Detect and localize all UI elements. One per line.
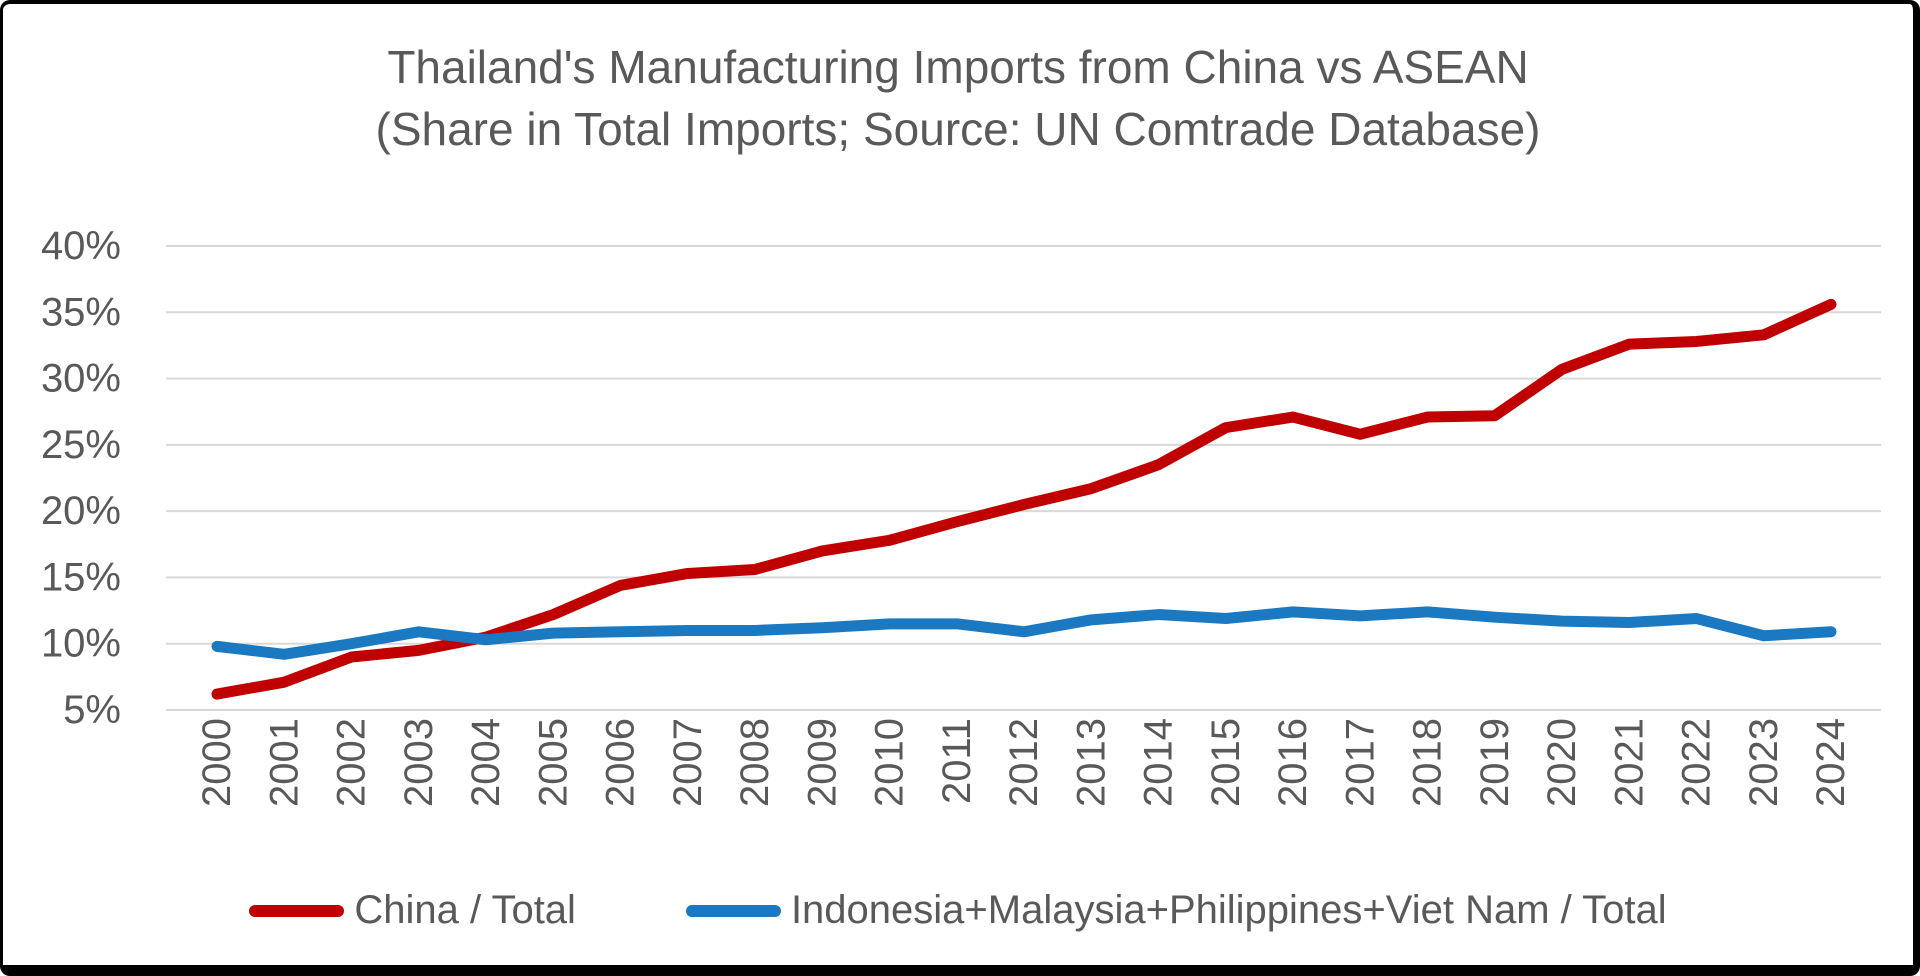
x-axis-tick-label: 2002 (330, 718, 374, 807)
y-axis-tick-label: 30% (41, 357, 121, 401)
x-axis-tick-label: 2020 (1540, 718, 1584, 807)
x-axis-tick-label: 2010 (868, 718, 912, 807)
y-axis-tick-label: 20% (41, 489, 121, 533)
legend: China / Total Indonesia+Malaysia+Philipp… (3, 888, 1913, 933)
x-axis-tick-label: 2024 (1809, 718, 1853, 807)
y-axis-tick-label: 35% (41, 290, 121, 334)
x-axis-tick-label: 2008 (733, 718, 777, 807)
y-axis-tick-label: 25% (41, 423, 121, 467)
legend-label-china: China / Total (354, 888, 576, 932)
y-axis-tick-label: 5% (63, 688, 121, 732)
x-axis-tick-label: 2003 (397, 718, 441, 807)
x-axis-tick-label: 2021 (1607, 718, 1651, 807)
x-axis-tick-label: 2013 (1069, 718, 1113, 807)
asean-series-line (211, 606, 1837, 660)
x-axis-tick-label: 2016 (1271, 718, 1315, 807)
x-axis-tick-label: 2018 (1406, 718, 1450, 807)
x-axis-tick-label: 2007 (666, 718, 710, 807)
x-axis-tick-label: 2017 (1338, 718, 1382, 807)
x-axis-tick-label: 2006 (599, 718, 643, 807)
legend-item-china: China / Total (249, 888, 576, 933)
chart-title: Thailand's Manufacturing Imports from Ch… (387, 41, 1529, 93)
x-axis-tick-label: 2023 (1742, 718, 1786, 807)
y-axis-tick-label: 40% (41, 224, 121, 268)
legend-item-asean: Indonesia+Malaysia+Philippines+Viet Nam … (685, 888, 1667, 933)
x-axis-tick-label: 2009 (800, 718, 844, 807)
x-axis-tick-label: 2015 (1204, 718, 1248, 807)
x-axis-tick-label: 2001 (262, 718, 306, 807)
chart-subtitle: (Share in Total Imports; Source: UN Comt… (375, 103, 1541, 155)
x-axis-tick-label: 2014 (1137, 718, 1181, 807)
x-axis-tick-label: 2000 (195, 718, 239, 807)
x-axis-tick-label: 2019 (1473, 718, 1517, 807)
x-axis-tick-label: 2012 (1002, 718, 1046, 807)
y-axis-tick-label: 10% (41, 622, 121, 666)
legend-label-asean: Indonesia+Malaysia+Philippines+Viet Nam … (790, 888, 1667, 932)
x-axis-tick-label: 2011 (935, 718, 979, 804)
asean-series-swatch (685, 904, 781, 917)
x-axis-tick-label: 2005 (531, 718, 575, 807)
x-axis-tick-label: 2022 (1675, 718, 1719, 807)
plot-svg: 5% 10% 15% 20% 25% 30% 35% 40% 2000 2001 2002 2003 2… (41, 224, 1881, 807)
china-series-swatch (249, 904, 345, 917)
x-axis-tick-label: 2004 (464, 718, 508, 807)
y-axis-tick-label: 15% (41, 555, 121, 599)
